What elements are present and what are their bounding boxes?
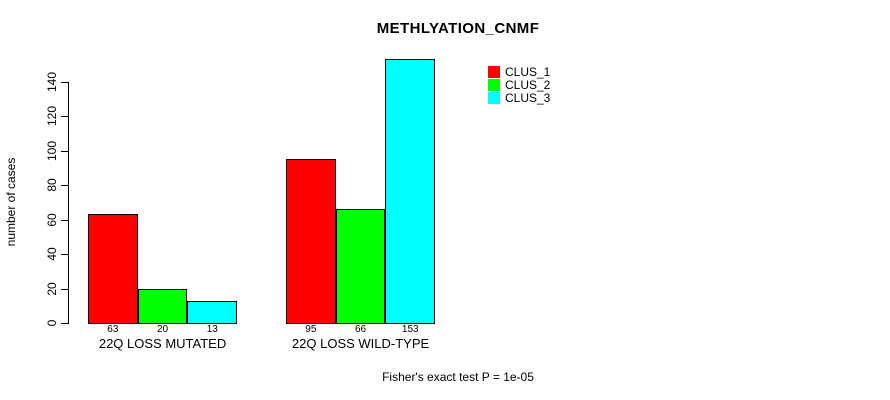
legend-swatch-clus-2 xyxy=(488,79,500,92)
y-tick-label: 40 xyxy=(45,247,59,261)
bar-clus_1-group1 xyxy=(88,214,138,324)
bar-value-label: 63 xyxy=(107,324,119,335)
y-tick-label: 80 xyxy=(45,178,59,192)
legend: CLUS_1 CLUS_2 CLUS_3 xyxy=(488,66,550,104)
y-tick-mark xyxy=(61,150,68,152)
legend-item-clus-3: CLUS_3 xyxy=(488,91,550,104)
y-tick-label: 20 xyxy=(45,281,59,296)
bar-value-label: 13 xyxy=(206,324,218,335)
chart-title: METHLYATION_CNMF xyxy=(376,20,540,37)
y-tick-label: 120 xyxy=(45,105,59,127)
bar-clus_2-group1 xyxy=(137,288,188,324)
y-tick-mark xyxy=(61,288,68,290)
legend-item-clus-1: CLUS_1 xyxy=(488,66,550,79)
y-tick-mark xyxy=(61,81,68,83)
x-group-label: 22Q LOSS MUTATED xyxy=(98,336,227,351)
bar-value-label: 20 xyxy=(156,324,169,335)
x-group-label: 22Q LOSS WILD-TYPE xyxy=(291,336,430,351)
bar-clus_3-group2 xyxy=(385,59,436,324)
y-tick-mark xyxy=(61,185,68,186)
y-tick-mark xyxy=(61,254,68,255)
annotation-text: Fisher's exact test P = 1e-05 xyxy=(382,370,534,384)
bar-clus_2-group2 xyxy=(335,209,386,324)
y-tick-label: 60 xyxy=(45,212,59,227)
legend-label: CLUS_2 xyxy=(505,78,551,93)
legend-label: CLUS_3 xyxy=(505,90,551,105)
y-tick-mark xyxy=(61,116,68,117)
bar-clus_1-group2 xyxy=(286,159,336,324)
legend-swatch-clus-3 xyxy=(488,91,500,104)
bar-value-label: 153 xyxy=(401,324,419,335)
bar-clus_3-group1 xyxy=(187,300,238,324)
y-tick-label: 140 xyxy=(45,71,59,92)
y-tick-label: 0 xyxy=(45,319,59,327)
legend-label: CLUS_1 xyxy=(505,65,551,80)
y-axis-line xyxy=(68,81,69,324)
bar-value-label: 95 xyxy=(305,324,317,335)
y-tick-mark xyxy=(61,323,68,324)
y-axis-label: number of cases xyxy=(4,157,18,247)
legend-item-clus-2: CLUS_2 xyxy=(488,79,550,92)
bar-value-label: 66 xyxy=(354,324,367,335)
legend-swatch-clus-1 xyxy=(488,66,500,79)
y-tick-label: 100 xyxy=(45,140,59,161)
y-tick-mark xyxy=(61,219,68,221)
